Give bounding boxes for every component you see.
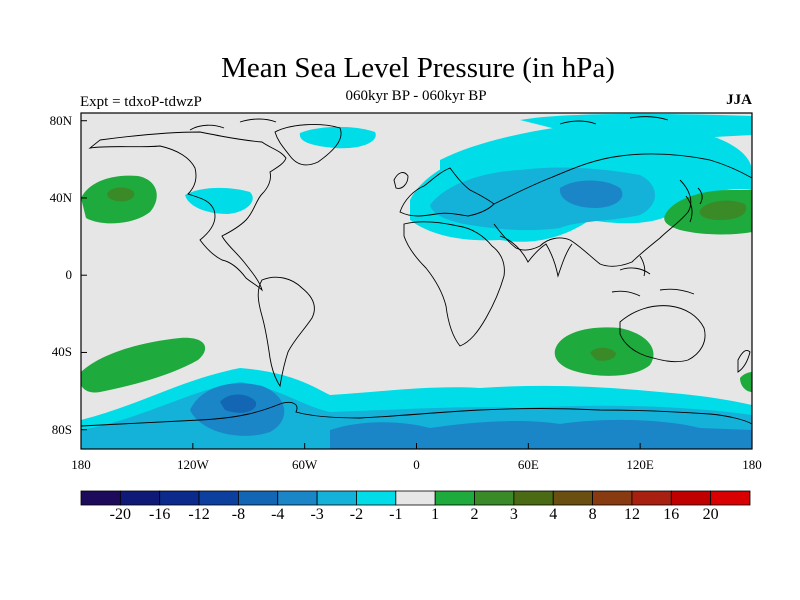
colorbar-swatch <box>552 490 593 506</box>
asia-coast <box>493 153 752 267</box>
lat-tick-label: 0 <box>65 267 73 283</box>
eurasia-low-core <box>559 180 623 208</box>
colorbar-swatch <box>316 490 357 506</box>
colorbar-label: 1 <box>431 506 440 523</box>
antarctica-coast <box>81 401 752 427</box>
lat-tick-label: 80S <box>51 421 72 437</box>
map-area <box>81 113 752 449</box>
colorbar-swatch <box>670 490 712 506</box>
amundsen-low-core <box>220 394 257 413</box>
greenland-low-patch <box>299 126 376 149</box>
lon-tick-label: 0 <box>413 457 420 472</box>
lon-tick-label: 180 <box>742 457 762 472</box>
lon-tick-label: 120E <box>626 457 654 472</box>
europe-coast <box>399 167 495 217</box>
greenland-coast <box>274 124 342 166</box>
atlantic-low-patch <box>185 187 253 214</box>
colorbar-label: -20 <box>109 506 131 523</box>
arctic-islands <box>189 116 669 131</box>
tick-marks <box>80 120 753 449</box>
chart-subtitle: 060kyr BP - 060kyr BP <box>345 88 487 104</box>
africa-coast <box>403 221 505 347</box>
coastlines <box>81 116 752 427</box>
colorbar-label: 12 <box>623 506 640 523</box>
uk-coast <box>393 172 409 189</box>
season-label: JJA <box>726 92 752 108</box>
australia-coast <box>619 305 706 363</box>
colorbar-swatch <box>198 490 239 506</box>
lon-tick-label: 180 <box>71 457 91 472</box>
colorbar-swatch <box>434 490 475 506</box>
north-pacific-high-east-core <box>699 200 747 220</box>
colorbar-swatch <box>80 490 121 506</box>
lon-tick-label: 120W <box>176 457 209 472</box>
colorbar-label: -16 <box>149 506 171 523</box>
colorbar-swatch <box>710 490 751 506</box>
arctic-low-band <box>440 119 752 172</box>
chart-title: Mean Sea Level Pressure (in hPa) <box>221 52 615 84</box>
lon-tick-label: 60E <box>517 457 539 472</box>
colorbar-label: -4 <box>271 506 285 523</box>
colorbar-label: 20 <box>702 506 719 523</box>
south-america-coast <box>257 276 315 388</box>
colorbar-label: -1 <box>389 506 403 523</box>
colorbar-swatch <box>395 490 436 506</box>
colorbar-label: 8 <box>588 506 597 523</box>
lat-tick-label: 80N <box>49 112 72 128</box>
japan-coast <box>685 187 703 223</box>
experiment-label: Expt = tdxoP-tdwzP <box>80 94 202 110</box>
southeast-asia-islands <box>611 255 695 297</box>
colorbar-label: -8 <box>231 506 246 523</box>
colorbar-swatch <box>119 490 161 506</box>
colorbar-label: 4 <box>549 506 558 523</box>
colorbar-swatch <box>474 490 515 506</box>
colorbar-label: 16 <box>663 506 680 523</box>
indian-ocean-high-core <box>590 347 616 361</box>
colorbar-label: -2 <box>349 506 364 523</box>
colorbar-swatch <box>277 490 318 506</box>
north-america-coast <box>88 131 287 292</box>
colorbar-label: -3 <box>310 506 324 523</box>
north-pacific-high-west-core <box>107 187 135 202</box>
colorbar-label: 2 <box>470 506 479 523</box>
colorbar-label: -12 <box>188 506 210 523</box>
lat-tick-label: 40N <box>49 189 72 205</box>
south-atlantic-high-edge <box>740 372 752 392</box>
colorbar-swatch <box>592 490 633 506</box>
colorbar-label: 3 <box>509 506 518 523</box>
south-pacific-high <box>81 337 206 393</box>
arabia-india-coast <box>499 235 573 278</box>
new-zealand-coast <box>737 349 751 373</box>
colorbar-swatch <box>513 490 554 506</box>
colorbar-swatch <box>238 490 279 506</box>
lon-tick-label: 60W <box>292 457 318 472</box>
arctic-low-top <box>520 113 752 130</box>
lat-tick-label: 40S <box>51 344 72 360</box>
colorbar-swatch <box>159 490 200 506</box>
colorbar-swatch <box>356 490 397 506</box>
antarctic-blue-blobs <box>330 419 752 449</box>
colorbar <box>80 490 751 506</box>
colorbar-swatch <box>631 490 672 506</box>
